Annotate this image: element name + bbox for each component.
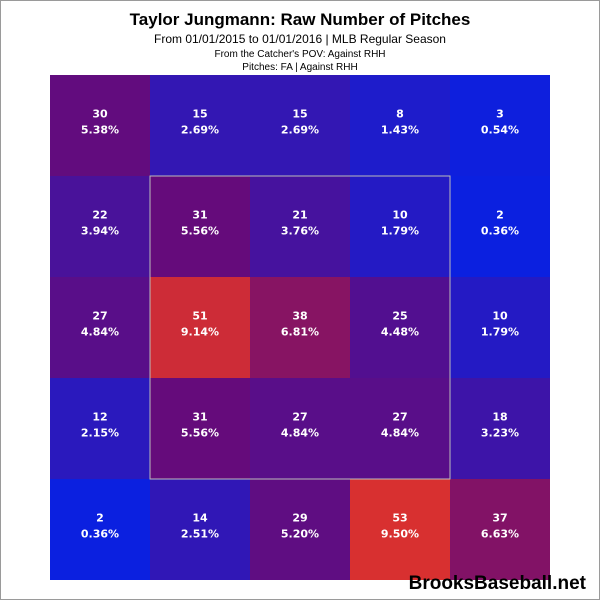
cell-count-label: 31 (192, 209, 207, 222)
cell-percent-label: 2.69% (181, 124, 219, 137)
heatmap-cell-r1-c4 (450, 176, 550, 277)
heatmap-cell-r2-c4 (450, 277, 550, 378)
cell-percent-label: 5.56% (181, 427, 219, 440)
heatmap-cell-r4-c3 (350, 479, 450, 580)
heatmap-cell-r4-c4 (450, 479, 550, 580)
cell-percent-label: 4.84% (281, 427, 319, 440)
cell-percent-label: 0.36% (481, 225, 519, 238)
cell-percent-label: 1.43% (381, 124, 419, 137)
cell-percent-label: 2.69% (281, 124, 319, 137)
cell-count-label: 37 (492, 512, 507, 525)
cell-count-label: 31 (192, 411, 207, 424)
cell-percent-label: 4.48% (381, 326, 419, 339)
heatmap-cell-r1-c2 (250, 176, 350, 277)
heatmap-cell-r3-c2 (250, 378, 350, 479)
cell-percent-label: 1.79% (481, 326, 519, 339)
cell-percent-label: 1.79% (381, 225, 419, 238)
heatmap-cell-r4-c0 (50, 479, 150, 580)
cell-count-label: 18 (492, 411, 507, 424)
cell-count-label: 53 (392, 512, 407, 525)
cell-percent-label: 4.84% (81, 326, 119, 339)
heatmap-cell-r3-c0 (50, 378, 150, 479)
cell-count-label: 10 (492, 310, 508, 323)
cell-count-label: 3 (496, 108, 504, 121)
cell-count-label: 15 (192, 108, 207, 121)
heatmap-cell-r3-c4 (450, 378, 550, 479)
strike-zone-outline (149, 175, 451, 480)
cell-percent-label: 5.38% (81, 124, 119, 137)
heatmap-cell-r0-c4 (450, 75, 550, 176)
cell-count-label: 10 (392, 209, 408, 222)
cell-percent-label: 0.36% (81, 528, 119, 541)
cell-percent-label: 3.23% (481, 427, 519, 440)
heatmap-cell-r1-c0 (50, 176, 150, 277)
cell-percent-label: 2.51% (181, 528, 219, 541)
cell-percent-label: 5.20% (281, 528, 319, 541)
heatmap-cell-r0-c0 (50, 75, 150, 176)
cell-count-label: 51 (192, 310, 207, 323)
heatmap-cell-r4-c2 (250, 479, 350, 580)
pov-note: From the Catcher's POV: Against RHH (214, 49, 386, 60)
cell-percent-label: 6.81% (281, 326, 319, 339)
heatmap-cell-r2-c1 (150, 277, 250, 378)
cell-count-label: 27 (392, 411, 407, 424)
cell-count-label: 25 (392, 310, 407, 323)
cell-percent-label: 9.50% (381, 528, 419, 541)
cell-percent-label: 2.15% (81, 427, 119, 440)
cell-count-label: 2 (96, 512, 104, 525)
cell-count-label: 29 (292, 512, 307, 525)
heatmap-cell-r2-c0 (50, 277, 150, 378)
cell-count-label: 27 (292, 411, 307, 424)
cell-count-label: 8 (396, 108, 404, 121)
cell-percent-label: 3.76% (281, 225, 319, 238)
heatmap-cell-r4-c1 (150, 479, 250, 580)
chart-title: Taylor Jungmann: Raw Number of Pitches (129, 10, 471, 29)
heatmap-cell-r3-c1 (150, 378, 250, 479)
cell-percent-label: 0.54% (481, 124, 519, 137)
cell-count-label: 38 (292, 310, 307, 323)
cell-count-label: 22 (92, 209, 107, 222)
cell-count-label: 21 (292, 209, 307, 222)
heatmap-cell-r0-c2 (250, 75, 350, 176)
cell-count-label: 27 (92, 310, 107, 323)
cell-percent-label: 3.94% (81, 225, 119, 238)
heatmap-cell-r1-c3 (350, 176, 450, 277)
heatmap-cell-r1-c1 (150, 176, 250, 277)
cell-count-label: 12 (92, 411, 107, 424)
cell-count-label: 30 (92, 108, 108, 121)
heatmap-cell-r0-c1 (150, 75, 250, 176)
heatmap-cell-r0-c3 (350, 75, 450, 176)
cell-percent-label: 6.63% (481, 528, 519, 541)
chart-subtitle: From 01/01/2015 to 01/01/2016 | MLB Regu… (154, 32, 446, 46)
cell-percent-label: 9.14% (181, 326, 219, 339)
cell-count-label: 14 (192, 512, 208, 525)
pitch-filter-note: Pitches: FA | Against RHH (242, 62, 358, 73)
brooks-baseball-watermark: BrooksBaseball.net (408, 573, 586, 594)
heatmap-cell-r3-c3 (350, 378, 450, 479)
heatmap-cell-r2-c2 (250, 277, 350, 378)
cell-count-label: 15 (292, 108, 307, 121)
cell-count-label: 2 (496, 209, 504, 222)
cell-percent-label: 4.84% (381, 427, 419, 440)
heatmap-cell-r2-c3 (350, 277, 450, 378)
cell-percent-label: 5.56% (181, 225, 219, 238)
